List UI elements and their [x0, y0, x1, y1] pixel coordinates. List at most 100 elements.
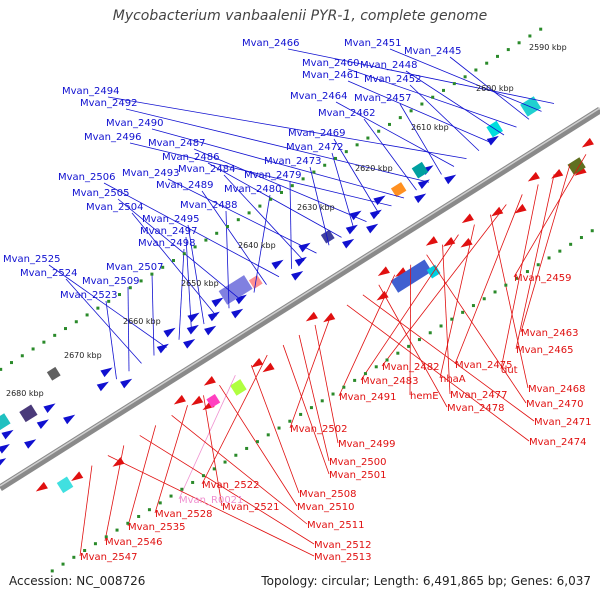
- forward-gene-arrow: [369, 209, 382, 220]
- track-dot: [83, 549, 87, 553]
- forward-gene-label: Mvan_2505: [72, 188, 129, 199]
- reverse-gene-label: Mvan_2491: [339, 392, 396, 403]
- reverse-leader-line: [381, 204, 507, 367]
- track-dot: [528, 34, 532, 38]
- track-dot: [525, 270, 529, 274]
- reverse-leader-line: [171, 415, 308, 525]
- track-dot: [93, 542, 97, 546]
- track-dot: [320, 399, 324, 403]
- kbp-tick-label: 2640 kbp: [238, 241, 276, 250]
- reverse-gene-label: Mvan_2459: [514, 273, 571, 284]
- track-dot: [169, 494, 173, 498]
- reverse-gene-label: Mvan_2499: [338, 439, 395, 450]
- forward-gene-arrow: [294, 256, 307, 267]
- forward-gene-label: Mvan_2490: [106, 118, 163, 129]
- kbp-tick-label: 2610 kbp: [411, 123, 449, 132]
- track-dot: [344, 150, 348, 154]
- forward-leader-line: [335, 101, 455, 167]
- reverse-gene-label: Mvan_2500: [329, 457, 386, 468]
- track-dot: [255, 440, 259, 444]
- kbp-tick-label: 2630 kbp: [297, 203, 335, 212]
- reverse-gene-label: Mvan_2463: [521, 328, 578, 339]
- forward-gene-arrow: [24, 439, 37, 449]
- forward-gene-label: Mvan_2464: [290, 91, 347, 102]
- track-dot: [301, 177, 305, 181]
- reverse-gene-label: Mvan_2513: [314, 552, 371, 563]
- forward-leader-line: [347, 80, 492, 144]
- reverse-leader-line: [139, 435, 315, 545]
- forward-gene-label: Mvan_2494: [62, 86, 119, 97]
- gene-feature-block: [230, 379, 247, 396]
- forward-leader-line: [223, 174, 305, 262]
- track-dot: [42, 340, 46, 344]
- track-dot: [428, 331, 432, 335]
- reverse-gene-arrow: [305, 311, 318, 322]
- forward-gene-arrow: [345, 224, 358, 235]
- track-dot: [61, 562, 65, 566]
- track-dot: [9, 361, 13, 365]
- reverse-gene-label: Mvan_2521: [222, 502, 279, 513]
- forward-gene-label: Mvan_2506: [58, 172, 115, 183]
- reverse-leader-line: [104, 445, 125, 542]
- reverse-gene-label: Mvan_2465: [516, 345, 573, 356]
- reverse-leader-line: [203, 395, 223, 507]
- forward-leader-line: [309, 166, 330, 246]
- kbp-tick-label: 2600 kbp: [476, 84, 514, 93]
- gene-feature-block: [56, 476, 74, 494]
- track-dot: [579, 236, 583, 240]
- gene-feature-block: [520, 96, 542, 117]
- track-dot: [279, 190, 283, 194]
- gene-feature-block: [320, 229, 335, 244]
- reverse-gene-label: Mvan_2512: [314, 540, 371, 551]
- track-dot: [223, 460, 227, 464]
- track-dot: [374, 365, 378, 369]
- forward-leader-line: [363, 118, 417, 191]
- reverse-gene-label: Mvan_2478: [447, 403, 504, 414]
- kbp-tick-label: 2620 kbp: [355, 164, 393, 173]
- forward-gene-arrow: [100, 367, 113, 378]
- reverse-gene-arrow: [35, 481, 48, 492]
- track-dot: [493, 290, 497, 294]
- forward-gene-arrow: [349, 210, 362, 221]
- reverse-gene-label: Mvan_2477: [450, 390, 507, 401]
- reverse-gene-label: Mvan_2468: [528, 384, 585, 395]
- forward-gene-label: Mvan_2525: [3, 254, 60, 265]
- forward-gene-label: Mvan_2448: [360, 60, 417, 71]
- track-dot: [485, 61, 489, 65]
- track-dot: [269, 197, 273, 201]
- forward-gene-arrow: [1, 429, 14, 440]
- track-dot: [63, 327, 67, 331]
- forward-gene-arrow: [187, 312, 200, 323]
- reverse-leader-line: [250, 364, 300, 494]
- forward-leader-line: [151, 128, 405, 199]
- forward-gene-arrow: [156, 343, 169, 354]
- reverse-leader-line: [219, 385, 298, 507]
- track-dot: [245, 446, 249, 450]
- track-dot: [53, 333, 57, 337]
- backbone-line: [0, 107, 600, 491]
- forward-gene-arrow: [211, 297, 224, 308]
- gene-feature-block: [218, 275, 253, 305]
- reverse-gene-arrow: [262, 362, 275, 373]
- forward-leader-line: [131, 212, 217, 317]
- reverse-leader-line: [378, 284, 448, 408]
- reverse-gene-arrow: [191, 395, 204, 406]
- forward-gene-arrow: [0, 458, 7, 466]
- track-dot: [547, 256, 551, 260]
- forward-gene-arrow: [366, 223, 379, 234]
- forward-leader-line: [201, 190, 267, 285]
- genome-summary-text: Topology: circular; Length: 6,491,865 bp…: [261, 574, 591, 588]
- reverse-leader-line: [107, 455, 315, 557]
- track-dot: [258, 204, 262, 208]
- forward-gene-label: Mvan_2461: [302, 70, 359, 81]
- gene-feature-block: [390, 259, 432, 293]
- track-dot: [396, 351, 400, 355]
- track-dot: [385, 358, 389, 362]
- track-dot: [312, 170, 316, 174]
- track-dot: [495, 54, 499, 58]
- reverse-leader-line: [442, 244, 451, 395]
- track-dot: [539, 27, 543, 31]
- track-dot: [193, 245, 197, 249]
- forward-gene-label: Mvan_2495: [142, 214, 199, 225]
- reverse-leader-line: [513, 154, 587, 278]
